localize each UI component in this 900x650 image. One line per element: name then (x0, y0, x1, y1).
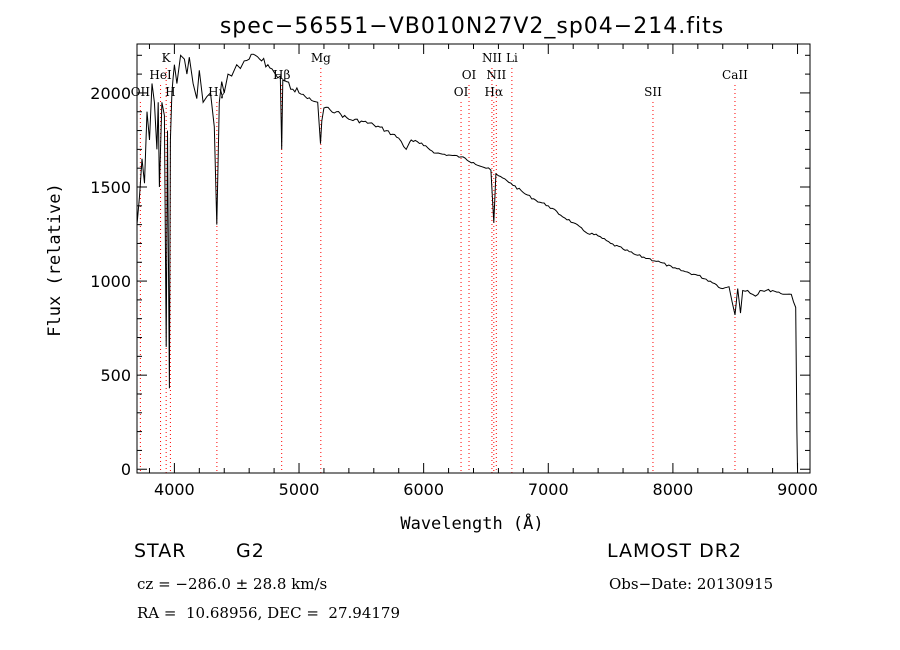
y-tick-label: 0 (121, 460, 131, 479)
line-label-7: OI (454, 85, 469, 99)
spectrum-line (136, 53, 798, 470)
y-tick-label: 500 (100, 366, 131, 385)
chart-title: spec−56551−VB010N27V2_sp04−214.fits (220, 14, 724, 39)
x-tick-label: 7000 (528, 480, 569, 499)
x-axis-label: Wavelength (Å) (400, 512, 543, 534)
y-tick-label: 1000 (90, 272, 131, 291)
object-type: STAR (134, 540, 187, 562)
x-tick-label: 6000 (403, 480, 444, 499)
line-label-2: K (162, 51, 172, 65)
line-label-11: NII (486, 68, 506, 82)
survey-name: LAMOST DR2 (607, 540, 742, 562)
spectral-subclass: G2 (236, 540, 265, 562)
redshift-text: cz = −286.0 ± 28.8 km/s (137, 575, 328, 593)
y-tick-label: 2000 (90, 84, 131, 103)
line-label-0: OII (131, 85, 151, 99)
x-tick-label: 8000 (653, 480, 694, 499)
y-axis-label: Flux (relative) (45, 183, 65, 337)
x-tick-label: 4000 (154, 480, 195, 499)
spectrum-chart: spec−56551−VB010N27V2_sp04−214.fits OII H… (45, 14, 818, 534)
line-label-10: Hα (485, 85, 504, 99)
line-label-13: SII (644, 85, 662, 99)
x-tick-label: 5000 (279, 480, 320, 499)
line-label-1: HeI (149, 68, 172, 82)
line-label-8: OI (462, 68, 477, 82)
line-label-6: Mg (311, 51, 331, 65)
axis-ticks: 4000 5000 6000 7000 8000 9000 0 500 1000 1500 2000 (90, 44, 818, 499)
plot-frame (136, 43, 811, 474)
coordinates-text: RA = 10.68956, DEC = 27.94179 (137, 604, 401, 622)
x-tick-label: 9000 (777, 480, 818, 499)
line-label-9: NII (482, 51, 502, 65)
line-label-5: Hβ (273, 68, 290, 82)
line-label-3: H (165, 85, 175, 99)
observation-date: Obs−Date: 20130915 (609, 575, 774, 593)
y-tick-label: 1500 (90, 178, 131, 197)
line-label-12: Li (506, 51, 518, 65)
line-label-14: CaII (722, 68, 748, 82)
